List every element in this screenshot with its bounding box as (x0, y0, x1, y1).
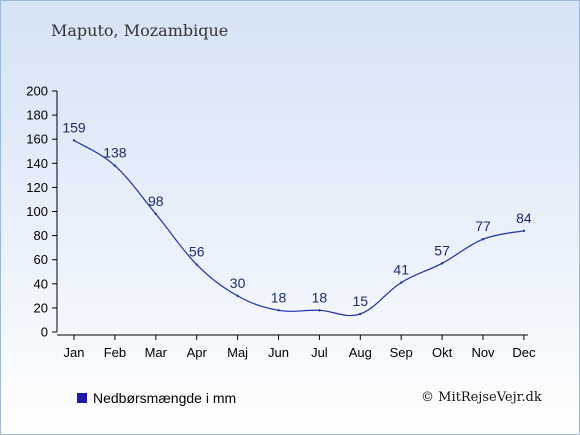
series-line (73, 139, 525, 317)
data-point (522, 229, 526, 232)
x-tick-label: Jan (64, 345, 85, 360)
data-point (400, 281, 403, 284)
y-tick-label: 80 (34, 228, 48, 243)
y-tick-label: 60 (34, 252, 48, 267)
legend-label: Nedbørsmængde i mm (93, 390, 237, 406)
data-label: 15 (353, 293, 369, 309)
data-point (481, 238, 485, 241)
data-point (236, 294, 239, 298)
data-label: 138 (103, 145, 127, 161)
x-tick-label: Mar (145, 345, 168, 360)
y-tick-label: 120 (26, 180, 48, 195)
data-point (318, 309, 321, 312)
x-tick-label: Apr (187, 345, 208, 360)
y-tick-label: 20 (34, 300, 48, 315)
x-tick-label: Feb (104, 345, 126, 360)
x-tick-label: Dec (512, 345, 536, 360)
x-tick-label: Jun (268, 345, 289, 360)
x-tick-label: Jul (311, 345, 328, 360)
x-tick-label: Okt (432, 345, 453, 360)
y-tick-label: 0 (41, 325, 48, 340)
legend: Nedbørsmængde i mm (77, 390, 236, 406)
data-point (359, 312, 362, 316)
data-point (277, 309, 280, 312)
data-label: 41 (393, 262, 409, 278)
x-tick-label: Maj (227, 345, 248, 360)
data-label: 57 (434, 242, 450, 258)
data-point (195, 263, 198, 266)
data-point (154, 212, 157, 216)
chart-title: Maputo, Mozambique (51, 21, 229, 40)
x-tick-label: Sep (390, 345, 413, 360)
y-tick-label: 100 (26, 204, 48, 219)
copyright-text: © MitRejseVejr.dk (421, 390, 542, 405)
y-tick-label: 180 (26, 108, 48, 123)
data-label: 30 (230, 275, 246, 291)
x-tick-label: Nov (471, 345, 495, 360)
data-label: 56 (189, 244, 205, 260)
data-point (72, 139, 76, 142)
y-tick-label: 200 (26, 84, 48, 99)
y-tick-label: 160 (26, 132, 48, 147)
data-label: 84 (516, 210, 532, 226)
data-label: 77 (475, 218, 491, 234)
y-tick-label: 40 (34, 276, 48, 291)
legend-swatch-icon (77, 393, 87, 403)
x-tick-label: Aug (349, 345, 372, 360)
data-point (440, 262, 444, 265)
data-label: 98 (148, 193, 164, 209)
data-label: 18 (312, 289, 328, 305)
data-point (113, 164, 117, 167)
data-label: 159 (62, 119, 86, 135)
data-label: 18 (271, 289, 287, 305)
y-tick-label: 140 (26, 156, 48, 171)
